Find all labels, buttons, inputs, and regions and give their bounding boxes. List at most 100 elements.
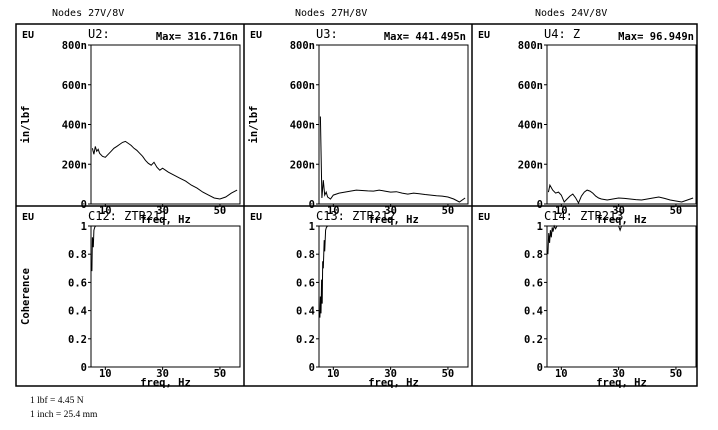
series-line-1 xyxy=(319,225,466,318)
unit-label: EU xyxy=(22,30,34,41)
y-tick-label: 0.2 xyxy=(296,334,315,346)
chart-panel-1: EU U2: Max= 316.716n 0 200n 400n 600n 800n 10 30 5… xyxy=(20,27,241,226)
footnote-lbf: 1 lbf = 4.45 N xyxy=(30,396,84,406)
series-line-1 xyxy=(319,116,466,203)
x-tick-label: 10 xyxy=(99,205,112,217)
y-tick-label: 600n xyxy=(290,80,315,92)
outer-frame xyxy=(15,23,698,387)
series-line-1 xyxy=(91,225,238,272)
column-title-1: Nodes 27V/8V xyxy=(52,8,125,19)
footnote-inch: 1 inch = 25.4 mm xyxy=(30,410,98,420)
x-tick-label: 10 xyxy=(327,205,340,217)
y-tick-label: 400n xyxy=(62,120,87,132)
chart-title: C13: ZTR212 xyxy=(316,209,395,223)
plot-frame xyxy=(90,225,241,368)
x-tick-label: 30 xyxy=(612,368,625,380)
y-tick-label: 0.6 xyxy=(68,277,87,289)
y-tick-label: 0.6 xyxy=(296,277,315,289)
y-tick-label: 1 xyxy=(309,221,315,233)
plot-frame xyxy=(318,44,469,205)
x-tick-label: 50 xyxy=(670,368,683,380)
y-tick-label: 800n xyxy=(518,40,543,52)
x-tick-label: 30 xyxy=(384,205,397,217)
y-tick-label: 0 xyxy=(309,362,315,374)
unit-label: EU xyxy=(22,212,34,223)
y-tick-label: 0 xyxy=(537,199,543,211)
unit-label: EU xyxy=(478,30,490,41)
column-title-2: Nodes 27H/8V xyxy=(295,8,368,19)
x-tick-label: 10 xyxy=(555,368,568,380)
x-tick-label: 30 xyxy=(612,205,625,217)
x-tick-label: 50 xyxy=(214,368,227,380)
x-axis-label: freq, Hz xyxy=(368,214,419,226)
x-tick-label: 10 xyxy=(555,205,568,217)
y-tick-label: 0 xyxy=(537,362,543,374)
y-axis-label: in/lbf xyxy=(20,106,32,144)
y-tick-label: 1 xyxy=(81,221,87,233)
y-tick-label: 0.2 xyxy=(524,334,543,346)
chart-title: C14: ZTR213 xyxy=(544,209,623,223)
y-tick-label: 600n xyxy=(62,80,87,92)
y-tick-label: 800n xyxy=(62,40,87,52)
x-tick-label: 50 xyxy=(442,205,455,217)
chart-panel-4: EU C12: ZTR211 0 0.2 0.4 0.6 0.8 1 10 30 50 freq, H… xyxy=(20,209,241,389)
plot-frame xyxy=(546,225,697,368)
x-tick-label: 50 xyxy=(442,368,455,380)
max-label: Max= 316.716n xyxy=(156,31,238,43)
plot-frame xyxy=(90,44,241,205)
series-line-1 xyxy=(91,140,238,200)
y-tick-label: 0.8 xyxy=(524,249,543,261)
x-tick-label: 30 xyxy=(384,368,397,380)
chart-title: C12: ZTR211 xyxy=(88,209,167,223)
chart-panel-6: EU C14: ZTR213 0 0.2 0.4 0.6 0.8 1 10 30 50 freq, H… xyxy=(478,209,697,389)
x-axis-label: freq, Hz xyxy=(140,214,191,226)
y-tick-label: 0.6 xyxy=(524,277,543,289)
x-tick-label: 30 xyxy=(156,368,169,380)
max-label: Max= 441.495n xyxy=(384,31,466,43)
y-tick-label: 200n xyxy=(62,159,87,171)
series-line-1 xyxy=(547,224,694,255)
y-tick-label: 0.8 xyxy=(296,249,315,261)
y-axis-label: in/lbf xyxy=(248,106,260,144)
y-tick-label: 0.4 xyxy=(296,306,315,318)
chart-panel-2: EU U3: Max= 441.495n 0 200n 400n 600n 800n 10 30 5… xyxy=(248,27,469,226)
chart-title: U2: xyxy=(88,27,110,41)
y-tick-label: 200n xyxy=(518,159,543,171)
y-axis-label: Coherence xyxy=(20,268,32,325)
y-tick-label: 0.4 xyxy=(524,306,543,318)
x-tick-label: 10 xyxy=(327,368,340,380)
x-axis-label: freq, Hz xyxy=(596,377,647,389)
y-tick-label: 800n xyxy=(290,40,315,52)
x-tick-label: 50 xyxy=(670,205,683,217)
x-axis-label: freq, Hz xyxy=(368,377,419,389)
y-tick-label: 0.8 xyxy=(68,249,87,261)
y-tick-label: 0.2 xyxy=(68,334,87,346)
y-tick-label: 0 xyxy=(81,362,87,374)
max-label: Max= 96.949n xyxy=(618,31,694,43)
unit-label: EU xyxy=(250,30,262,41)
chart-title: U4: Z xyxy=(544,27,580,41)
y-tick-label: 1 xyxy=(537,221,543,233)
y-tick-label: 0 xyxy=(309,199,315,211)
x-tick-label: 30 xyxy=(156,205,169,217)
y-tick-label: 0 xyxy=(81,199,87,211)
x-tick-label: 10 xyxy=(99,368,112,380)
x-tick-label: 50 xyxy=(214,205,227,217)
chart-panel-3: EU U4: Z Max= 96.949n 0 200n 400n 600n 800n 10 30… xyxy=(478,27,697,226)
unit-label: EU xyxy=(250,212,262,223)
y-tick-label: 200n xyxy=(290,159,315,171)
column-title-3: Nodes 24V/8V xyxy=(535,8,608,19)
chart-title: U3: xyxy=(316,27,338,41)
x-axis-label: freq, Hz xyxy=(140,377,191,389)
unit-label: EU xyxy=(478,212,490,223)
y-tick-label: 600n xyxy=(518,80,543,92)
plot-frame xyxy=(546,44,697,205)
y-tick-label: 400n xyxy=(518,120,543,132)
series-line-1 xyxy=(547,183,694,205)
x-axis-label: freq, Hz xyxy=(596,214,647,226)
y-tick-label: 0.4 xyxy=(68,306,87,318)
chart-panel-5: EU C13: ZTR212 0 0.2 0.4 0.6 0.8 1 10 30 50 freq, H… xyxy=(250,209,469,389)
y-tick-label: 400n xyxy=(290,120,315,132)
plot-frame xyxy=(318,225,469,368)
